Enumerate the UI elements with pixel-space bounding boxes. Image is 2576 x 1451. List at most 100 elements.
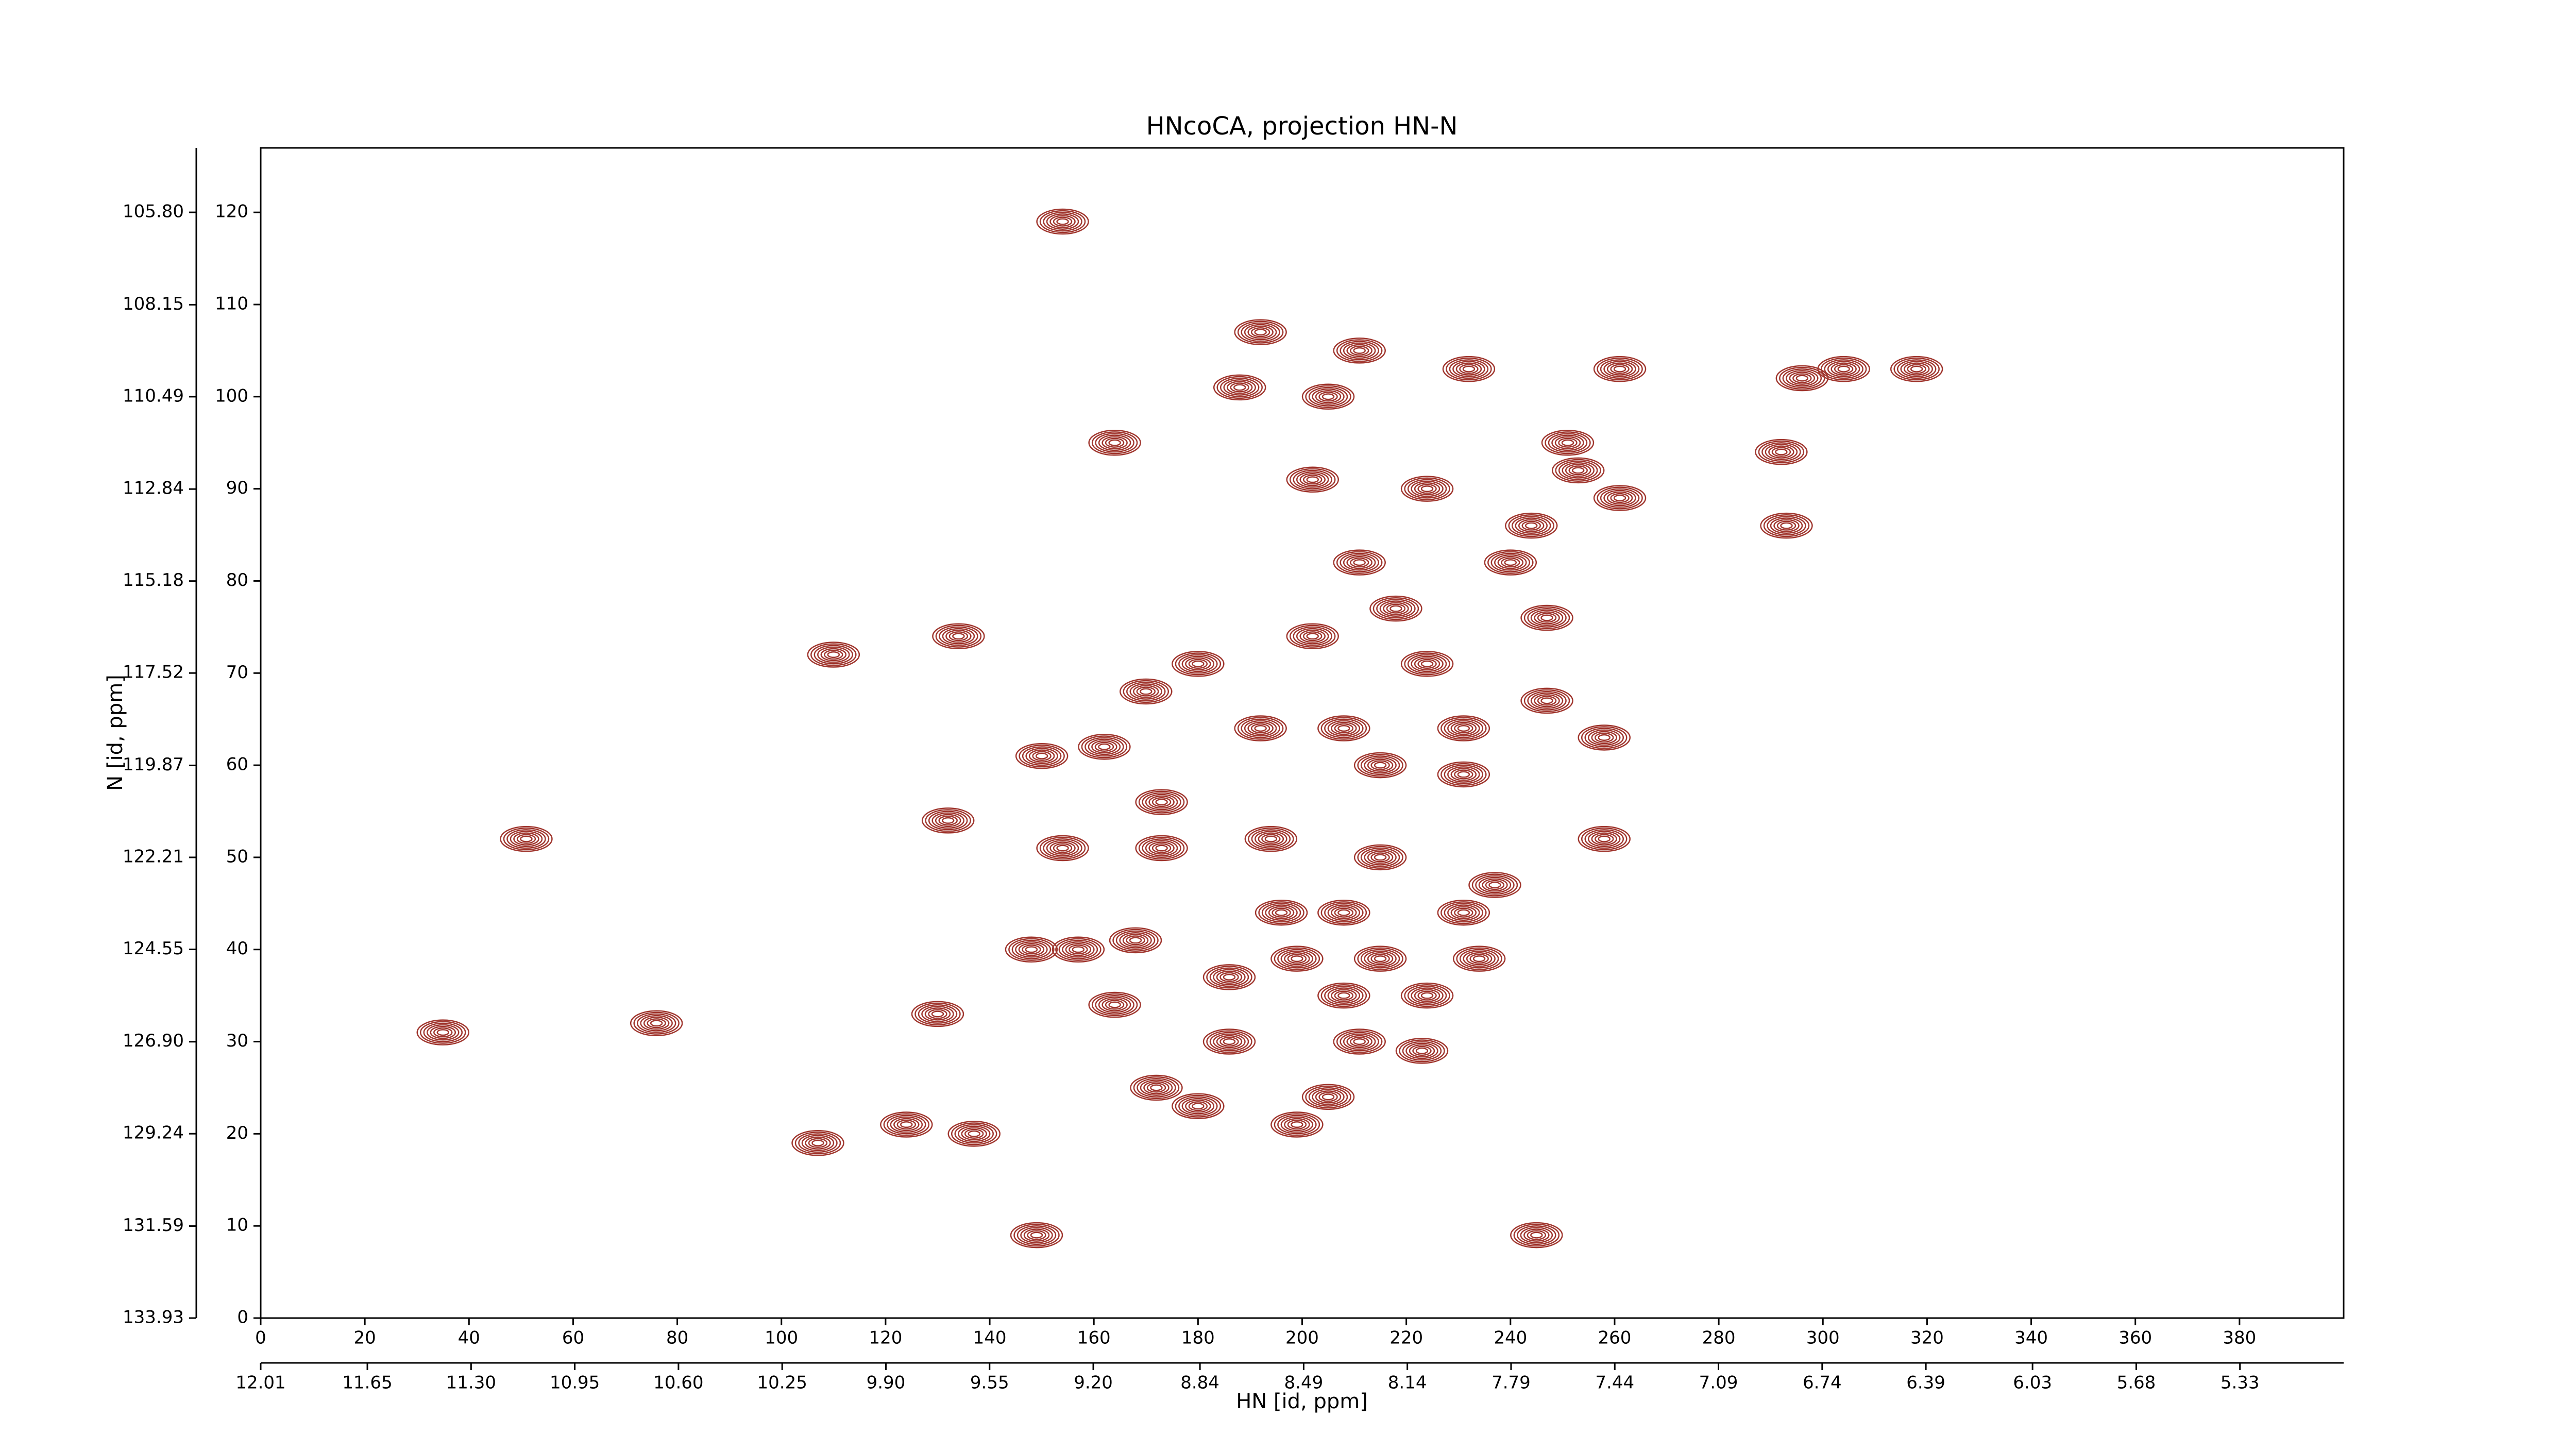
contour-line: [1482, 878, 1508, 892]
x2-tick-label: 9.20: [1074, 1373, 1113, 1393]
contour-line: [1248, 828, 1294, 851]
y2-tick-label: 112.84: [123, 478, 184, 499]
contour-line: [1265, 904, 1298, 921]
contour-line: [1135, 789, 1188, 815]
contour-line: [1581, 828, 1628, 851]
peak: [1353, 752, 1407, 779]
contour-line: [1442, 356, 1496, 382]
contour-line: [1094, 741, 1114, 752]
contour-line: [942, 628, 975, 645]
contour-line: [1890, 356, 1943, 382]
contour-line: [1527, 608, 1567, 628]
contour-line: [1296, 628, 1329, 645]
contour-line: [1383, 602, 1409, 615]
peak: [1120, 678, 1173, 705]
contour-line: [1320, 717, 1367, 740]
y-tick-label: 30: [226, 1031, 248, 1051]
contour-line: [1900, 361, 1933, 378]
contour-line: [1254, 725, 1267, 732]
contour-line: [1317, 899, 1370, 926]
y2-tick-label: 129.24: [123, 1123, 184, 1143]
contour-line: [1755, 438, 1808, 465]
contour-line: [1831, 362, 1857, 376]
contour-line: [1230, 382, 1249, 393]
contour-line: [1101, 436, 1128, 449]
contour-line: [1367, 758, 1394, 772]
contour-line: [1591, 832, 1617, 846]
contour-line: [1454, 769, 1473, 780]
contour-line: [1130, 1074, 1183, 1101]
peak: [1005, 936, 1058, 963]
contour-line: [1827, 361, 1860, 378]
contour-line: [1510, 1222, 1563, 1248]
contour-line: [1289, 625, 1336, 648]
contour-line: [1337, 909, 1350, 916]
contour-line: [1370, 953, 1390, 964]
contour-line: [1389, 605, 1402, 612]
contour-line: [1258, 901, 1304, 924]
contour-line: [1540, 697, 1553, 704]
contour-line: [1013, 1223, 1060, 1247]
contour-line: [1597, 358, 1643, 381]
x-tick-label: 200: [1285, 1328, 1319, 1348]
x-tick-label: 260: [1598, 1328, 1631, 1348]
contour-line: [1115, 930, 1156, 950]
contour-line: [1081, 735, 1128, 758]
contour-line: [510, 831, 543, 848]
y-axis-label: N [id, ppm]: [104, 674, 127, 791]
contour-line: [1213, 374, 1266, 401]
contour-line: [827, 651, 840, 659]
contour-line: [1178, 654, 1218, 674]
contour-line: [1487, 551, 1534, 574]
contour-line: [1584, 829, 1624, 849]
contour-line: [1610, 364, 1630, 374]
contour-line: [968, 1130, 980, 1137]
contour-line: [1019, 745, 1065, 768]
contour-line: [1321, 393, 1335, 400]
contour-line: [1138, 790, 1185, 814]
contour-line: [794, 1132, 841, 1155]
x2-tick-label: 10.60: [653, 1373, 703, 1393]
contour-line: [1407, 986, 1447, 1006]
contour-line: [824, 649, 843, 660]
y-tick-label: 40: [226, 938, 248, 959]
contour-line: [1049, 215, 1076, 228]
contour-line: [1039, 836, 1086, 860]
contour-line: [1346, 555, 1372, 569]
contour-line: [1440, 717, 1487, 740]
x2-tick-label: 7.79: [1492, 1373, 1531, 1393]
contour-line: [1312, 1088, 1345, 1105]
contour-line: [1247, 721, 1274, 735]
contour-line: [1541, 429, 1595, 456]
contour-line: [1407, 479, 1447, 499]
contour-line: [1055, 938, 1101, 961]
contour-line: [911, 1001, 964, 1027]
contour-line: [1284, 1118, 1310, 1132]
contour-line: [1471, 873, 1518, 897]
peak: [1541, 429, 1595, 456]
contour-line: [1440, 901, 1487, 924]
peak: [1520, 687, 1573, 714]
contour-line: [1255, 831, 1287, 848]
peak: [1052, 936, 1105, 963]
contour-line: [1610, 493, 1630, 503]
x2-tick-label: 6.39: [1906, 1373, 1945, 1393]
peak: [1244, 825, 1298, 852]
contour-line: [1527, 1230, 1547, 1240]
contour-line: [1537, 696, 1557, 706]
contour-line: [1452, 361, 1485, 378]
contour-line: [1299, 473, 1326, 486]
contour-line: [1280, 950, 1314, 967]
contour-line: [1376, 599, 1416, 619]
contour-line: [1032, 751, 1052, 761]
peak: [1088, 991, 1141, 1018]
contour-line: [921, 807, 975, 834]
contour-line: [1312, 388, 1345, 405]
peak: [1578, 825, 1631, 852]
peak: [1484, 549, 1537, 576]
contour-line: [1513, 1223, 1560, 1247]
contour-line: [1216, 376, 1263, 399]
contour-line: [1293, 626, 1332, 646]
contour-line: [1779, 366, 1825, 390]
x-tick-label: 0: [255, 1328, 266, 1348]
